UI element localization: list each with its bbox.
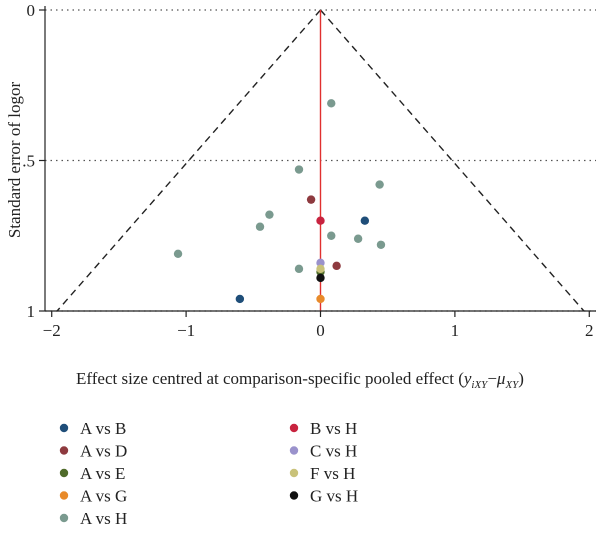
x-tick-label-2: 0 bbox=[316, 321, 325, 340]
legend-label-g-vs-h: G vs H bbox=[310, 487, 358, 506]
data-point-a-vs-h-7 bbox=[376, 240, 386, 249]
x-axis-title-y: y bbox=[462, 369, 472, 388]
data-point-a-vs-d-1 bbox=[332, 261, 341, 271]
legend-marker-a-vs-h bbox=[59, 513, 69, 523]
x-axis-title-close: ) bbox=[518, 369, 524, 388]
data-point-g-vs-h-0 bbox=[316, 273, 325, 283]
data-point-a-vs-h-1 bbox=[294, 165, 304, 174]
y-tick-label-2: 1 bbox=[27, 302, 36, 321]
funnel-right-limit bbox=[319, 9, 585, 312]
data-point-a-vs-d-0 bbox=[306, 195, 316, 204]
legend-marker-a-vs-b bbox=[59, 423, 69, 433]
legend-label-c-vs-h: C vs H bbox=[310, 442, 357, 461]
legend-label-a-vs-e: A vs E bbox=[80, 464, 125, 483]
data-point-a-vs-h-5 bbox=[327, 231, 336, 240]
x-tick-label-4: 2 bbox=[585, 321, 594, 340]
legend-label-b-vs-h: B vs H bbox=[310, 419, 357, 438]
x-tick-label-0: −2 bbox=[43, 321, 61, 340]
x-axis-title-mu-sub: XY bbox=[504, 379, 520, 391]
x-tick-label-3: 1 bbox=[451, 321, 460, 340]
legend-label-f-vs-h: F vs H bbox=[310, 464, 355, 483]
data-point-a-vs-h-0 bbox=[327, 99, 336, 108]
data-point-a-vs-h-3 bbox=[265, 210, 274, 219]
data-point-a-vs-h-2 bbox=[375, 180, 384, 189]
legend-label-a-vs-g: A vs G bbox=[80, 487, 127, 506]
legend-marker-b-vs-h bbox=[289, 423, 299, 433]
legend-label-a-vs-b: A vs B bbox=[80, 419, 126, 438]
y-tick-label-1: .5 bbox=[22, 152, 35, 171]
legend-marker-f-vs-h bbox=[289, 468, 299, 478]
legend-label-a-vs-d: A vs D bbox=[80, 442, 127, 461]
x-tick-label-1: −1 bbox=[177, 321, 195, 340]
data-point-a-vs-h-8 bbox=[173, 249, 183, 259]
x-axis-title-text: Effect size centred at comparison-specif… bbox=[76, 369, 464, 388]
legend-label-a-vs-h: A vs H bbox=[80, 509, 127, 528]
data-point-a-vs-b-1 bbox=[360, 216, 370, 225]
legend-marker-g-vs-h bbox=[289, 491, 299, 500]
legend-marker-a-vs-d bbox=[59, 446, 69, 455]
y-axis-title: Standard error of logor bbox=[5, 82, 24, 239]
data-point-a-vs-h-6 bbox=[353, 234, 363, 243]
legend-marker-a-vs-g bbox=[59, 491, 69, 500]
data-point-a-vs-b-0 bbox=[235, 294, 245, 304]
data-point-b-vs-h-0 bbox=[316, 216, 325, 225]
data-point-a-vs-g-0 bbox=[316, 294, 325, 304]
x-axis-title-minus: − bbox=[487, 369, 497, 388]
y-tick-label-0: 0 bbox=[27, 1, 36, 20]
data-point-f-vs-h-0 bbox=[316, 264, 325, 274]
data-point-c-vs-h-0 bbox=[316, 258, 325, 268]
x-axis-title-mu: μ bbox=[496, 369, 506, 388]
x-axis-title: Effect size centred at comparison-specif… bbox=[76, 369, 524, 391]
data-point-a-vs-h-4 bbox=[255, 222, 265, 231]
legend-marker-c-vs-h bbox=[289, 446, 299, 455]
legend: A vs B A vs D A vs E A vs G A vs H B vs H C vs… bbox=[59, 419, 358, 528]
x-axis-title-y-sub: iXY bbox=[471, 379, 489, 391]
data-point-a-vs-h-9 bbox=[294, 264, 304, 274]
funnel-left-limit bbox=[56, 9, 322, 312]
legend-marker-a-vs-e bbox=[59, 468, 69, 478]
